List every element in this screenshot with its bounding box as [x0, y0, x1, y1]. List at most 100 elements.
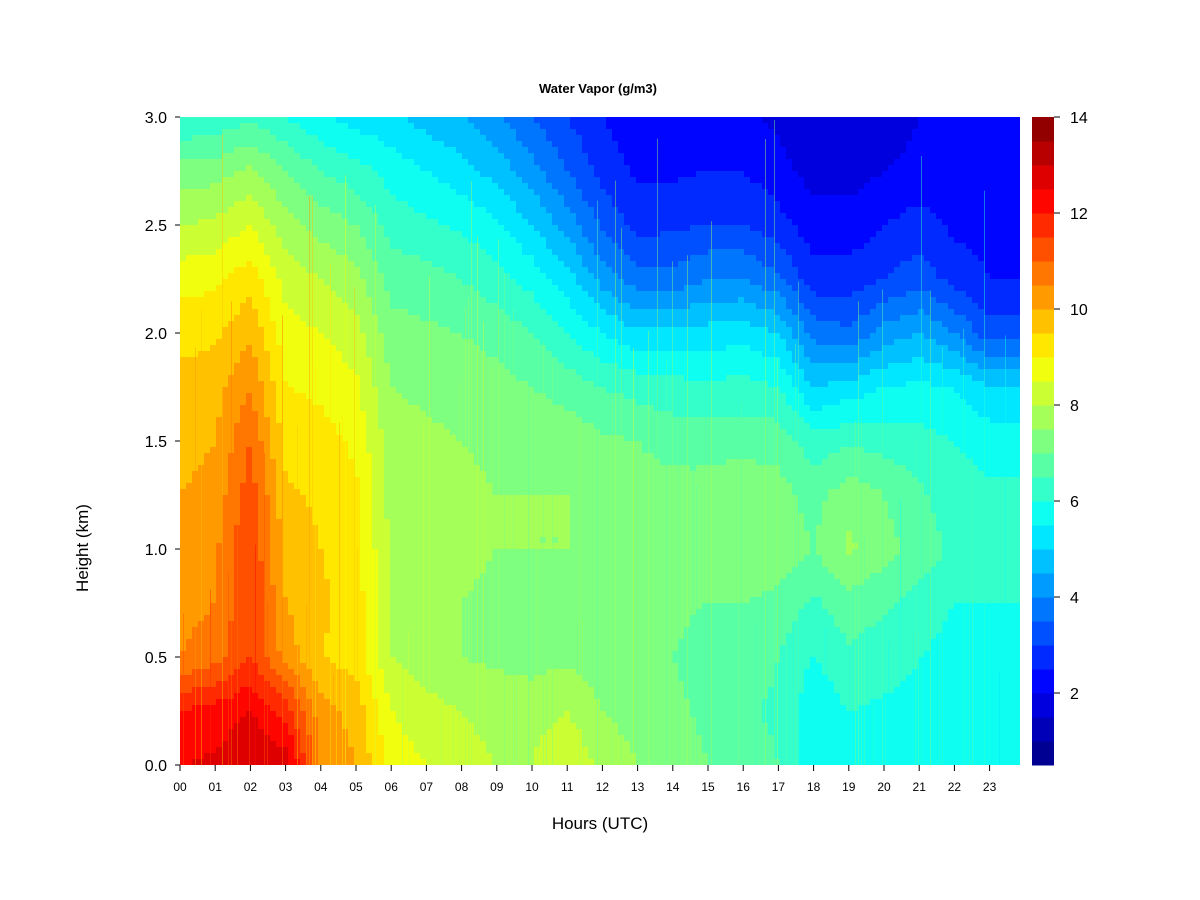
- heatmap-cell: [354, 219, 361, 226]
- heatmap-cell: [432, 309, 439, 316]
- heatmap-cell: [300, 147, 307, 154]
- heatmap-cell: [324, 177, 331, 184]
- heatmap-cell: [564, 297, 571, 304]
- heatmap-cell: [336, 153, 343, 160]
- heatmap-cell: [894, 195, 901, 202]
- heatmap-cell: [642, 321, 649, 328]
- heatmap-cell: [714, 315, 721, 322]
- heatmap-cell: [726, 219, 733, 226]
- heatmap-cell: [690, 159, 697, 166]
- heatmap-cell: [522, 315, 529, 322]
- heatmap-cell: [282, 255, 289, 262]
- heatmap-cell: [492, 219, 499, 226]
- heatmap-cell: [1002, 255, 1009, 262]
- heatmap-cell: [198, 135, 205, 142]
- heatmap-cell: [600, 159, 607, 166]
- heatmap-cell: [498, 249, 505, 256]
- heatmap-cell: [546, 225, 553, 232]
- heatmap-cell: [378, 171, 385, 178]
- heatmap-cell: [228, 273, 235, 280]
- heatmap-cell: [876, 237, 883, 244]
- heatmap-cell: [996, 237, 1003, 244]
- heatmap-cell: [552, 123, 559, 130]
- heatmap-cell: [696, 303, 703, 310]
- heatmap-cell: [900, 141, 907, 148]
- heatmap-cell: [552, 147, 559, 154]
- heatmap-cell: [918, 267, 925, 274]
- heatmap-cell: [588, 117, 595, 124]
- heatmap-cell: [336, 267, 343, 274]
- heatmap-cell: [348, 141, 355, 148]
- heatmap-cell: [948, 315, 955, 322]
- heatmap-cell: [672, 249, 679, 256]
- heatmap-cell: [444, 129, 451, 136]
- heatmap-cell: [948, 123, 955, 130]
- heatmap-cell: [216, 165, 223, 172]
- heatmap-cell: [852, 117, 859, 124]
- heatmap-cell: [582, 183, 589, 190]
- heatmap-cell: [750, 243, 757, 250]
- heatmap-cell: [456, 171, 463, 178]
- heatmap-cell: [192, 171, 199, 178]
- heatmap-cell: [690, 117, 697, 124]
- heatmap-cell: [798, 165, 805, 172]
- heatmap-cell: [384, 327, 391, 334]
- heatmap-cell: [306, 201, 313, 208]
- heatmap-cell: [312, 219, 319, 226]
- heatmap-cell: [312, 177, 319, 184]
- heatmap-cell: [576, 123, 583, 130]
- heatmap-cell: [216, 207, 223, 214]
- heatmap-cell: [750, 225, 757, 232]
- heatmap-cell: [798, 261, 805, 268]
- heatmap-cell: [888, 207, 895, 214]
- heatmap-cell: [714, 231, 721, 238]
- heatmap-cell: [354, 249, 361, 256]
- heatmap-cell: [942, 225, 949, 232]
- heatmap-cell: [396, 189, 403, 196]
- heatmap-cell: [594, 243, 601, 250]
- heatmap-cell: [480, 243, 487, 250]
- heatmap-cell: [468, 177, 475, 184]
- heatmap-cell: [192, 177, 199, 184]
- heatmap-cell: [972, 153, 979, 160]
- heatmap-cell: [720, 261, 727, 268]
- heatmap-cell: [612, 249, 619, 256]
- heatmap-cell: [678, 165, 685, 172]
- heatmap-cell: [738, 291, 745, 298]
- heatmap-cell: [300, 135, 307, 142]
- heatmap-cell: [738, 327, 745, 334]
- heatmap-cell: [810, 219, 817, 226]
- heatmap-cell: [672, 135, 679, 142]
- heatmap-cell: [630, 159, 637, 166]
- heatmap-cell: [846, 309, 853, 316]
- heatmap-cell: [264, 201, 271, 208]
- heatmap-cell: [330, 213, 337, 220]
- heatmap-cell: [444, 237, 451, 244]
- heatmap-cell: [702, 177, 709, 184]
- heatmap-cell: [942, 201, 949, 208]
- heatmap-cell: [204, 165, 211, 172]
- heatmap-cell: [528, 153, 535, 160]
- heatmap-cell: [846, 171, 853, 178]
- heatmap-cell: [576, 183, 583, 190]
- heatmap-cell: [810, 255, 817, 262]
- heatmap-cell: [492, 165, 499, 172]
- heatmap-cell: [870, 153, 877, 160]
- heatmap-cell: [930, 207, 937, 214]
- heatmap-cell: [420, 231, 427, 238]
- heatmap-cell: [324, 129, 331, 136]
- heatmap-cell: [834, 303, 841, 310]
- heatmap-cell: [630, 285, 637, 292]
- heatmap-cell: [666, 237, 673, 244]
- heatmap-cell: [396, 123, 403, 130]
- heatmap-cell: [390, 303, 397, 310]
- heatmap-cell: [1014, 183, 1020, 190]
- heatmap-cell: [864, 189, 871, 196]
- heatmap-cell: [420, 159, 427, 166]
- heatmap-cell: [282, 147, 289, 154]
- heatmap-cell: [858, 153, 865, 160]
- heatmap-cell: [912, 273, 919, 280]
- heatmap-cell: [462, 129, 469, 136]
- heatmap-cell: [276, 231, 283, 238]
- heatmap-cell: [786, 183, 793, 190]
